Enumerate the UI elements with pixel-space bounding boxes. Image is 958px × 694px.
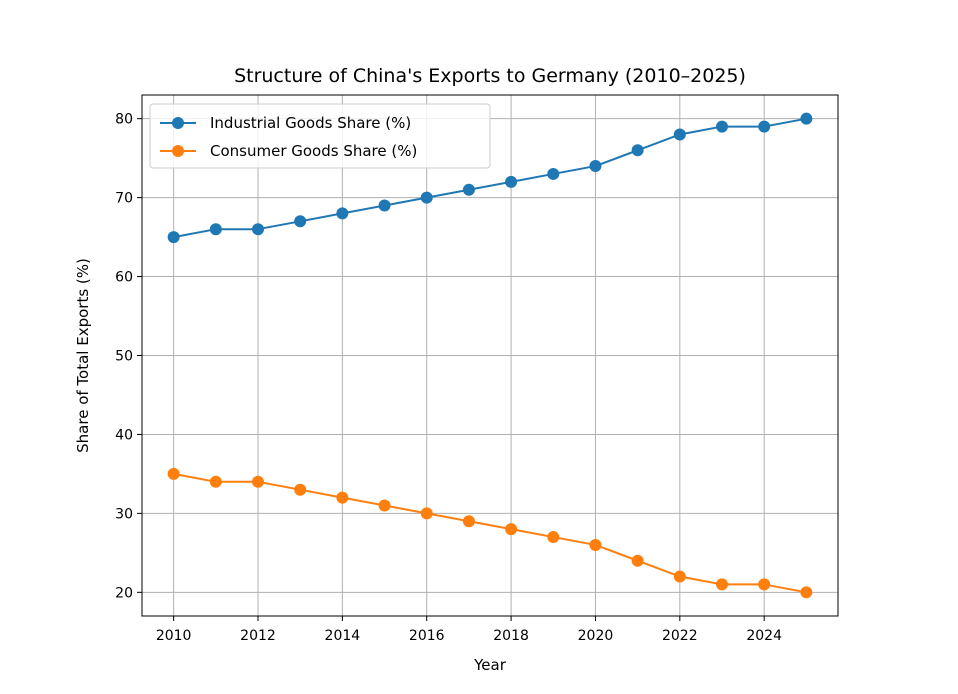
data-point [673,128,686,141]
data-point [631,554,644,567]
x-tick-label: 2010 [156,628,192,644]
series-group [167,112,813,599]
legend-label: Consumer Goods Share (%) [210,142,417,160]
x-axis-label: Year [473,656,507,674]
legend-frame [149,103,491,169]
data-point [209,223,222,236]
legend-item: Industrial Goods Share (%) [160,114,411,132]
data-point [252,223,264,236]
data-point [758,578,771,591]
data-point [589,538,602,551]
series-line [173,472,807,594]
series-1 [167,112,813,244]
x-tick-label: 2016 [409,628,445,644]
data-point [716,120,728,133]
legend-item: Consumer Goods Share (%) [160,142,417,160]
data-point [167,231,180,244]
data-point [631,144,644,157]
x-tick-label: 2020 [578,628,614,644]
legend-marker [172,145,184,157]
y-tick-label: 50 [115,349,133,365]
x-tick-label: 2018 [493,628,529,644]
data-point [547,531,560,544]
x-tick-label: 2012 [240,628,276,644]
chart-title: Structure of China's Exports to Germany … [234,65,746,87]
data-point [294,483,307,496]
y-tick-label: 60 [115,270,133,286]
data-point [294,215,307,228]
data-point [800,586,813,599]
data-point [336,207,349,220]
data-point [378,499,391,512]
data-point [758,120,771,133]
series-2 [167,467,813,599]
data-point [420,507,433,520]
data-point [800,112,813,125]
ticks: 2010 2012 2014 2016 2018 2020 2022 2024 20 30 40 50… [115,112,782,644]
data-point [589,160,602,173]
y-axis-label: Share of Total Exports (%) [74,258,92,453]
y-tick-label: 30 [115,506,133,522]
legend: Industrial Goods Share (%) Consumer Goods… [149,103,491,169]
data-point [505,175,518,188]
data-point [547,167,560,180]
y-tick-label: 40 [115,427,133,443]
legend-marker [172,117,184,129]
data-point [378,199,391,212]
x-tick-label: 2014 [325,628,361,644]
data-point [336,491,349,504]
data-point [420,191,433,204]
data-point [505,523,518,536]
x-tick-label: 2022 [662,628,698,644]
data-point [252,475,264,488]
x-tick-label: 2024 [746,628,782,644]
data-point [462,515,475,528]
data-point [167,467,180,480]
data-point [462,183,475,196]
data-point [673,570,686,583]
y-tick-label: 20 [115,585,133,601]
data-point [716,578,728,591]
data-point [209,475,222,488]
y-tick-label: 70 [115,191,133,207]
series-line [173,117,807,239]
y-tick-label: 80 [115,112,133,128]
legend-label: Industrial Goods Share (%) [210,114,411,132]
